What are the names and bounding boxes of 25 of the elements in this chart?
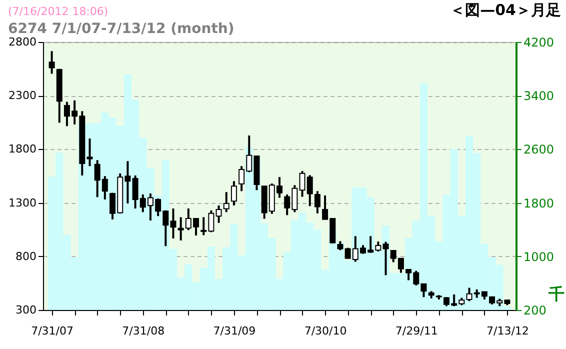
y-tick-label: 300 (16, 304, 36, 316)
y2-tick-label: 1800 (524, 196, 554, 210)
x-tick-label: 7/31/08 (122, 324, 165, 338)
x-tick-label: 7/31/07 (31, 324, 74, 338)
y2-tick-label: 1000 (524, 250, 554, 264)
y2-tick-label: 200 (524, 304, 546, 318)
y2-tick-label: 2600 (524, 142, 554, 157)
y-tick-label: 1300 (8, 196, 36, 210)
y-tick-label: 1800 (8, 142, 36, 156)
text: (7/16/2012 18:06) (8, 5, 108, 18)
text: ＜図—04＞月足 (450, 1, 561, 19)
y-tick-label: 2800 (8, 36, 36, 48)
x-tick-label: 7/13/12 (486, 324, 529, 338)
x-tick-label: 7/30/10 (304, 324, 347, 338)
y-tick-label: 800 (16, 250, 36, 263)
y2-tick-label: 4200 (524, 36, 554, 50)
y2-tick-label: 3400 (524, 89, 554, 104)
x-tick-label: 7/29/11 (395, 324, 438, 338)
chart-title: 6274 7/1/07-7/13/12 (month) (8, 21, 234, 37)
candlestick (230, 180, 237, 206)
candlestick (48, 50, 55, 75)
y2-axis-title: 千 (548, 284, 564, 304)
x-tick-label: 7/31/09 (213, 324, 256, 338)
y-tick-label: 2300 (8, 89, 36, 102)
candlestick (337, 240, 344, 252)
